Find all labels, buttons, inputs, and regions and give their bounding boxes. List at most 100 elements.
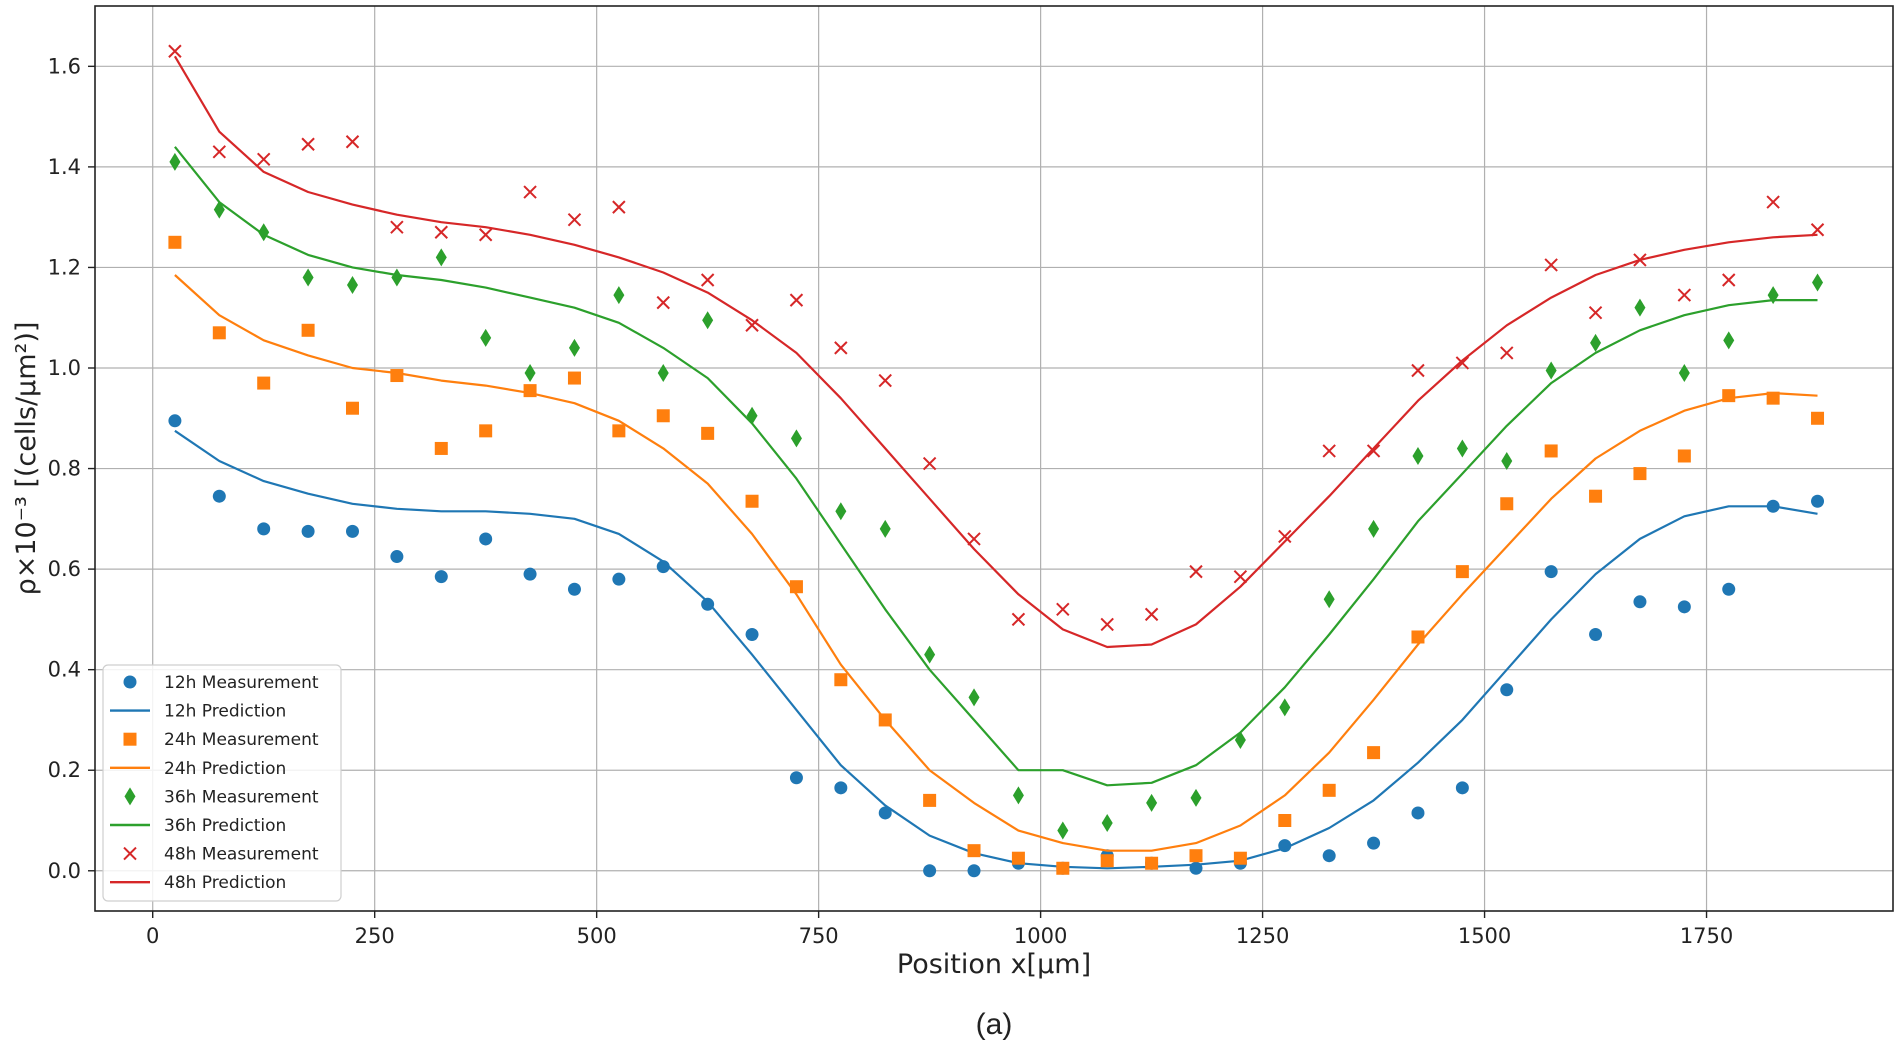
data-point [1412, 446, 1424, 465]
series-12h-measurement [168, 414, 1825, 878]
data-point [1322, 783, 1336, 797]
data-point [345, 135, 360, 149]
data-point [346, 276, 358, 295]
legend-item: 12h Measurement [123, 673, 319, 693]
x-tick-label: 1750 [1680, 924, 1733, 948]
series-line [174, 146, 1818, 787]
legend-label: 36h Prediction [164, 816, 286, 836]
data-point [1012, 786, 1024, 805]
x-tick-label: 250 [355, 924, 395, 948]
legend-swatch [123, 675, 137, 689]
series-line [174, 274, 1818, 852]
data-point [1500, 497, 1514, 511]
data-point [1766, 195, 1780, 209]
data-point [1500, 346, 1514, 360]
data-point [1411, 806, 1425, 820]
legend-label: 12h Prediction [164, 702, 286, 722]
x-tick-label: 1500 [1458, 924, 1511, 948]
legend-label: 24h Measurement [164, 730, 319, 750]
series-48h-measurement [168, 44, 1825, 632]
data-point [657, 364, 669, 383]
data-point [1722, 582, 1736, 596]
data-point [1722, 273, 1736, 287]
legend-item: 36h Prediction [110, 816, 286, 836]
series-48h-prediction [173, 55, 1818, 649]
data-point [1677, 449, 1691, 463]
data-point [567, 371, 581, 385]
legend: 12h Measurement 12h Prediction 24h Measure… [102, 664, 342, 902]
data-point [1456, 439, 1468, 458]
data-point [878, 806, 892, 820]
data-point [1189, 849, 1203, 863]
data-point [523, 567, 537, 581]
data-point [968, 688, 980, 707]
data-point [878, 373, 892, 388]
data-point [834, 673, 848, 687]
data-point [1544, 444, 1558, 458]
data-point [391, 268, 403, 287]
data-point [390, 369, 404, 383]
data-point [524, 364, 536, 383]
data-point [1366, 444, 1381, 458]
data-point [1100, 617, 1114, 632]
data-point [789, 293, 804, 307]
data-point [168, 44, 182, 58]
data-point [434, 441, 448, 455]
data-point [1500, 683, 1514, 697]
data-point [1812, 273, 1824, 292]
data-point [1810, 223, 1825, 237]
data-point [345, 401, 359, 415]
legend-item: 36h Measurement [124, 787, 319, 807]
data-point [1278, 529, 1292, 544]
x-tick-label: 1000 [1014, 924, 1067, 948]
data-point [834, 341, 848, 355]
data-point [301, 137, 315, 151]
data-point [835, 502, 847, 521]
y-tick-label: 0.4 [48, 658, 81, 682]
x-tick-label: 500 [577, 924, 617, 948]
data-point [1589, 627, 1603, 641]
data-point [790, 429, 802, 448]
data-point [168, 235, 182, 249]
data-point [568, 338, 580, 357]
data-point [1233, 569, 1248, 584]
series-line [174, 429, 1818, 870]
series-36h-prediction [174, 146, 1818, 787]
data-point [478, 228, 493, 242]
data-point [1011, 612, 1026, 627]
y-axis-title: ρ×10⁻³ [(cells/μm²)] [11, 322, 42, 596]
legend-item: 12h Prediction [110, 702, 286, 722]
data-point [1189, 564, 1203, 579]
legend-box [102, 664, 342, 902]
legend-item: 24h Prediction [110, 759, 286, 779]
y-tick-label: 0.6 [48, 557, 81, 581]
data-point [301, 524, 315, 538]
data-point [1455, 565, 1469, 579]
legend-swatch [123, 732, 137, 746]
series-36h-measurement [169, 152, 1824, 840]
data-point [1056, 861, 1070, 875]
legend-item: 48h Measurement [123, 845, 319, 865]
data-point [434, 570, 448, 584]
data-point [1146, 793, 1158, 812]
data-point [301, 323, 315, 337]
data-point [390, 220, 404, 234]
data-point [745, 494, 759, 508]
data-point [567, 212, 582, 227]
data-point [1677, 288, 1692, 302]
data-point [1766, 391, 1780, 405]
data-point [1811, 494, 1825, 508]
y-tick-label: 0.2 [48, 758, 81, 782]
legend-label: 36h Measurement [164, 787, 319, 807]
data-point [702, 311, 714, 330]
legend-swatch [123, 846, 137, 861]
y-tick-label: 0.0 [48, 859, 81, 883]
legend-label: 48h Measurement [164, 845, 319, 865]
data-point [1633, 595, 1647, 609]
data-point [1323, 590, 1335, 609]
data-point [1101, 814, 1113, 833]
data-point [967, 864, 981, 878]
data-point [745, 627, 759, 641]
data-point [612, 424, 626, 438]
